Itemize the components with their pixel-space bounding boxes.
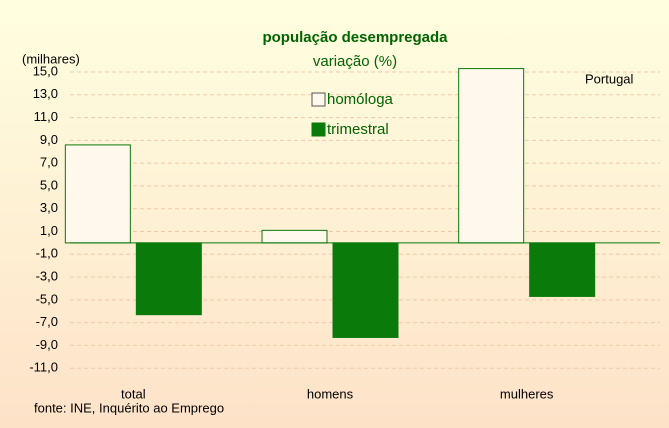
bar xyxy=(64,144,131,244)
y-tick-label: 7,0 xyxy=(40,155,58,170)
y-tick-label: 5,0 xyxy=(40,177,58,192)
legend-label: trimestral xyxy=(327,121,389,138)
x-tick-label: mulheres xyxy=(500,386,554,401)
y-tick-label: -3,0 xyxy=(36,269,58,284)
y-tick-label: -5,0 xyxy=(36,291,58,306)
legend-swatch xyxy=(311,122,326,137)
x-tick-label: homens xyxy=(307,386,354,401)
y-tick-label: 1,0 xyxy=(40,223,58,238)
y-tick-label: -11,0 xyxy=(29,360,58,375)
legend-label: homóloga xyxy=(327,91,394,108)
y-axis-label: (milhares) xyxy=(22,51,80,66)
y-tick-label: 13,0 xyxy=(33,86,58,101)
legend-swatch xyxy=(311,92,326,107)
y-tick-label: 9,0 xyxy=(40,132,58,147)
bar xyxy=(458,68,525,244)
bar xyxy=(135,242,202,316)
chart-title: população desempregada xyxy=(262,29,448,46)
y-tick-label: -9,0 xyxy=(36,337,58,352)
chart-subtitle: variação (%) xyxy=(313,53,397,70)
bar xyxy=(529,242,596,297)
bar xyxy=(332,242,399,338)
y-tick-label: 15,0 xyxy=(33,63,58,78)
y-tick-label: 11,0 xyxy=(34,109,58,124)
annotation: Portugal xyxy=(585,71,634,86)
bar xyxy=(261,229,328,244)
y-tick-label: -1,0 xyxy=(36,246,58,261)
y-tick-label: 3,0 xyxy=(40,200,58,215)
y-tick-label: -7,0 xyxy=(36,314,58,329)
x-tick-label: total xyxy=(121,386,146,401)
source: fonte: INE, Inquérito ao Emprego xyxy=(34,400,224,415)
